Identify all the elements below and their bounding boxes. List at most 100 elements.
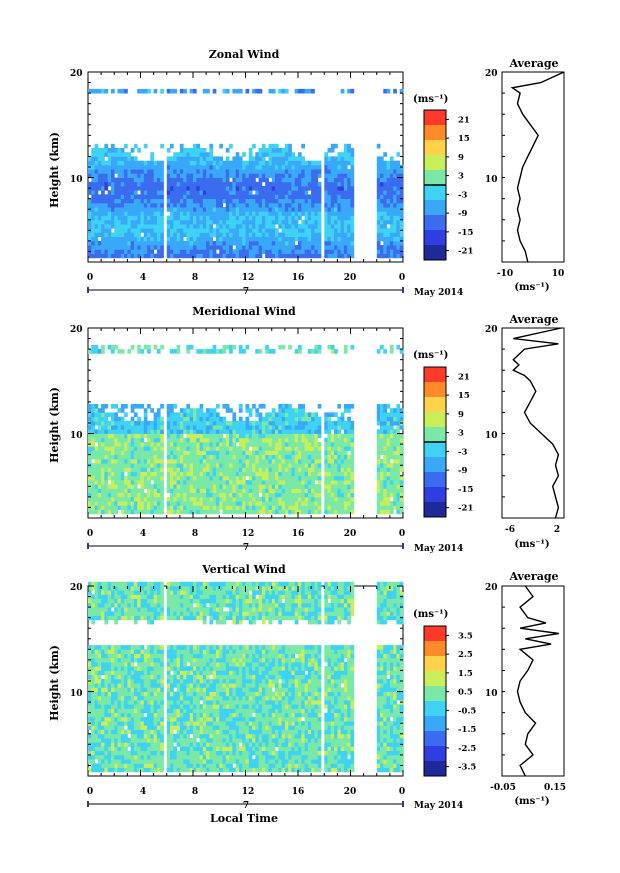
heatmap-cell [209,194,214,199]
heatmap-cell [150,181,154,187]
heatmap-cell [304,169,309,174]
heatmap-cell [330,412,335,417]
heatmap-cell [248,202,253,208]
heatmap-cell [301,198,305,204]
heatmap-cell [153,463,158,468]
heatmap-cell [225,471,230,477]
heatmap-cell [350,442,355,447]
heatmap-cell [238,509,243,515]
heatmap-cell [179,475,184,481]
heatmap-cell [324,224,328,229]
heatmap-cell [386,160,391,166]
heatmap-cell [278,156,282,161]
heatmap-cell [380,404,384,409]
heatmap-cell [150,164,154,170]
heatmap-cell [337,404,342,409]
heatmap-cell [114,202,118,208]
heatmap-cell [120,492,125,498]
x-tick-label: 0 [87,273,93,283]
heatmap-cell [350,759,355,764]
heatmap-cell [166,420,171,426]
heatmap-cell [202,467,207,472]
heatmap-cell [337,463,342,468]
heatmap-cell [88,219,92,225]
heatmap-cell [265,152,269,157]
heatmap-cell [301,219,305,225]
heatmap-cell [235,194,240,199]
heatmap-cell [314,349,319,354]
heatmap-cell [343,404,348,409]
heatmap-cell [324,416,328,422]
heatmap-cell [294,425,299,430]
heatmap-cell [278,484,282,489]
heatmap-cell [196,169,200,174]
heatmap-cell [383,164,387,170]
heatmap-cell [222,454,227,460]
heatmap-cell [284,148,289,153]
heatmap-cell [137,433,141,439]
heatmap-cell [179,759,184,764]
heatmap-cell [383,152,387,157]
heatmap-cell [114,186,118,191]
heatmap-cell [330,471,335,477]
heatmap-cell [189,509,194,515]
heatmap-cell [143,186,148,191]
heatmap-cell [258,349,263,354]
heatmap-cell [140,169,145,174]
heatmap-cell [399,173,404,178]
heatmap-cell [183,152,187,157]
heatmap-cell [376,190,381,195]
heatmap-cell [133,509,138,515]
heatmap-cell [176,420,181,426]
heatmap-cell [304,501,309,506]
heatmap-cell [265,240,269,246]
heatmap-cell [160,480,164,485]
heatmap-cell [393,173,397,178]
heatmap-cell [127,446,132,451]
heatmap-cell [170,177,174,183]
heatmap-cell [114,501,118,506]
heatmap-cell [343,177,348,183]
heatmap-cell [156,416,161,422]
heatmap-cell [183,408,187,413]
heatmap-cell [97,450,102,455]
heatmap-cell [147,177,151,183]
heatmap-cell [143,194,148,199]
heatmap-cell [91,463,95,468]
heatmap-cell [160,198,164,204]
heatmap-cell [186,425,191,430]
heatmap-cell [327,446,332,451]
heatmap-cell [350,496,355,502]
avg-y-tick-label: 20 [485,325,498,335]
heatmap-cell [133,211,138,216]
heatmap-cell [294,173,299,178]
heatmap-cell [117,754,122,760]
heatmap-cell [275,442,279,447]
heatmap-cell [150,245,154,250]
heatmap-cell [166,509,171,515]
heatmap-cell [258,249,263,254]
heatmap-cell [396,202,401,208]
heatmap-cell [124,484,128,489]
heatmap-cell [337,509,342,515]
heatmap-cell [111,143,115,149]
heatmap-cell [278,152,282,157]
heatmap-cell [107,420,112,426]
heatmap-cell [347,420,351,426]
heatmap-cell [298,224,302,229]
heatmap-cell [275,245,279,250]
heatmap-cell [281,767,286,773]
heatmap-cell [343,429,348,434]
heatmap-cell [255,763,259,768]
heatmap-cell [383,484,387,489]
heatmap-cell [327,173,332,178]
heatmap-cell [288,228,292,233]
heatmap-cell [216,425,220,430]
heatmap-cell [193,207,197,212]
heatmap-cell [304,505,309,510]
heatmap-cell [242,177,246,183]
heatmap-cell [107,181,112,187]
heatmap-cell [143,767,148,773]
heatmap-cell [202,249,207,254]
heatmap-cell [124,202,128,208]
